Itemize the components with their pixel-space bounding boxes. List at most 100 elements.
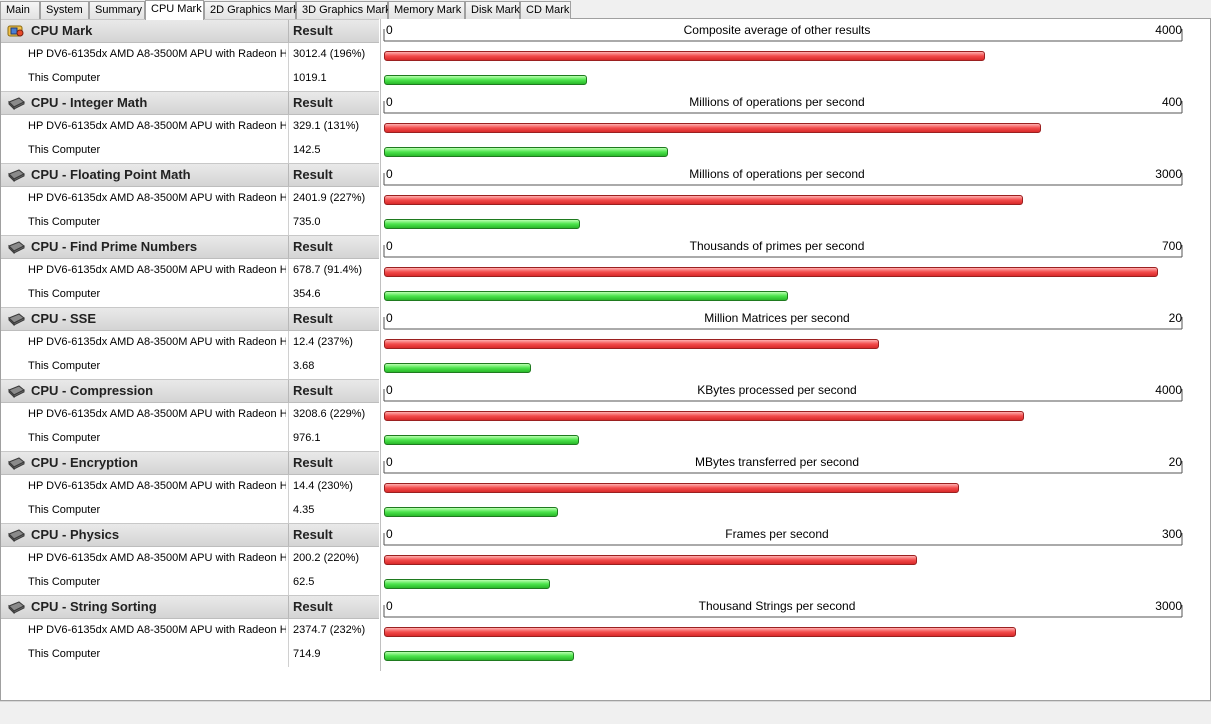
result-row[interactable]: This Computer 3.68 <box>1 355 379 379</box>
section-title: CPU - Compression <box>31 383 154 398</box>
tab-3d-graphics-mark[interactable]: 3D Graphics Mark <box>296 1 391 19</box>
computer-name: HP DV6-6135dx AMD A8-3500M APU with Rade… <box>28 336 286 348</box>
reference-bar <box>384 267 1158 277</box>
tab-cpu-mark[interactable]: CPU Mark <box>145 0 204 20</box>
this-computer-bar <box>384 651 574 661</box>
column-separator <box>288 20 289 42</box>
computer-name: HP DV6-6135dx AMD A8-3500M APU with Rade… <box>28 552 286 564</box>
column-separator <box>288 92 289 114</box>
cpu-chip-icon <box>7 168 25 183</box>
tab-memory-mark[interactable]: Memory Mark <box>388 1 465 19</box>
result-row[interactable]: This Computer 142.5 <box>1 139 379 163</box>
section-title: CPU - Physics <box>31 527 120 542</box>
computer-name: HP DV6-6135dx AMD A8-3500M APU with Rade… <box>28 408 286 420</box>
cpu-chip-icon <box>7 384 25 399</box>
result-value: 354.6 <box>293 288 321 300</box>
result-row[interactable]: HP DV6-6135dx AMD A8-3500M APU with Rade… <box>1 259 379 283</box>
this-computer-bar <box>384 507 558 517</box>
reference-bar <box>384 411 1024 421</box>
reference-bar <box>384 627 1016 637</box>
result-row[interactable]: HP DV6-6135dx AMD A8-3500M APU with Rade… <box>1 115 379 139</box>
computer-name: This Computer <box>28 144 101 156</box>
section-title: CPU - Integer Math <box>31 95 148 110</box>
result-row[interactable]: This Computer 714.9 <box>1 643 379 667</box>
axis-max-label: 3000 <box>1155 167 1182 181</box>
section-header: CPU - Compression Result <box>1 379 379 403</box>
result-value: 735.0 <box>293 216 321 228</box>
reference-bar <box>384 51 985 61</box>
this-computer-bar <box>384 579 550 589</box>
tab-system[interactable]: System <box>40 1 89 19</box>
computer-name: This Computer <box>28 504 101 516</box>
cpu-chip-icon <box>7 528 25 543</box>
computer-name: This Computer <box>28 648 101 660</box>
axis-min-label: 0 <box>386 95 393 109</box>
result-row[interactable]: This Computer 735.0 <box>1 211 379 235</box>
result-value: 2401.9 (227%) <box>293 192 366 204</box>
column-separator <box>288 187 289 211</box>
result-row[interactable]: HP DV6-6135dx AMD A8-3500M APU with Rade… <box>1 43 379 67</box>
tab-disk-mark[interactable]: Disk Mark <box>465 1 520 19</box>
computer-name: HP DV6-6135dx AMD A8-3500M APU with Rade… <box>28 264 286 276</box>
result-value: 3208.6 (229%) <box>293 408 366 420</box>
column-separator <box>288 139 289 163</box>
axis-max-label: 20 <box>1168 455 1182 469</box>
this-computer-bar <box>384 291 788 301</box>
result-row[interactable]: HP DV6-6135dx AMD A8-3500M APU with Rade… <box>1 547 379 571</box>
reference-bar <box>384 555 917 565</box>
result-column-header: Result <box>293 95 333 110</box>
column-separator <box>288 475 289 499</box>
result-value: 142.5 <box>293 144 321 156</box>
this-computer-bar <box>384 363 531 373</box>
result-row[interactable]: This Computer 1019.1 <box>1 67 379 91</box>
result-row[interactable]: This Computer 4.35 <box>1 499 379 523</box>
result-row[interactable]: HP DV6-6135dx AMD A8-3500M APU with Rade… <box>1 619 379 643</box>
tab-cd-mark[interactable]: CD Mark <box>520 1 571 19</box>
computer-name: HP DV6-6135dx AMD A8-3500M APU with Rade… <box>28 120 286 132</box>
computer-name: This Computer <box>28 360 101 372</box>
computer-name: This Computer <box>28 72 101 84</box>
column-separator <box>288 115 289 139</box>
column-separator <box>288 571 289 595</box>
axis-max-label: 3000 <box>1155 599 1182 613</box>
section-title: CPU - String Sorting <box>31 599 157 614</box>
reference-bar <box>384 483 959 493</box>
axis-unit-label: Millions of operations per second <box>689 95 865 109</box>
column-separator <box>288 308 289 330</box>
reference-bar <box>384 123 1041 133</box>
tab-summary[interactable]: Summary <box>89 1 145 19</box>
axis-max-label: 400 <box>1161 95 1182 109</box>
result-value: 2374.7 (232%) <box>293 624 366 636</box>
tab-main[interactable]: Main <box>0 1 40 19</box>
result-column-header: Result <box>293 599 333 614</box>
axis-min-label: 0 <box>386 311 393 325</box>
axis-unit-label: Composite average of other results <box>683 23 871 37</box>
axis-unit-label: Frames per second <box>725 527 829 541</box>
tab-2d-graphics-mark[interactable]: 2D Graphics Mark <box>204 1 299 19</box>
result-row[interactable]: This Computer 354.6 <box>1 283 379 307</box>
axis-min-label: 0 <box>386 239 393 253</box>
column-separator <box>288 164 289 186</box>
section-header: CPU - String Sorting Result <box>1 595 379 619</box>
result-value: 200.2 (220%) <box>293 552 360 564</box>
result-row[interactable]: This Computer 976.1 <box>1 427 379 451</box>
result-value: 329.1 (131%) <box>293 120 360 132</box>
column-separator <box>288 619 289 643</box>
reference-bar <box>384 195 1023 205</box>
axis-unit-label: Millions of operations per second <box>689 167 865 181</box>
result-row[interactable]: HP DV6-6135dx AMD A8-3500M APU with Rade… <box>1 475 379 499</box>
result-row[interactable]: HP DV6-6135dx AMD A8-3500M APU with Rade… <box>1 331 379 355</box>
results-chart: 0 Composite average of other results 400 0 0… <box>382 19 1211 671</box>
result-row[interactable]: HP DV6-6135dx AMD A8-3500M APU with Rade… <box>1 403 379 427</box>
computer-name: This Computer <box>28 216 101 228</box>
cpu-mark-icon <box>7 24 25 38</box>
cpu-mark-panel: CPU Mark Result HP DV6-6135dx AMD A8-3500M… <box>0 19 1211 701</box>
axis-min-label: 0 <box>386 455 393 469</box>
column-separator <box>288 524 289 546</box>
result-value: 4.35 <box>293 504 315 516</box>
result-row[interactable]: This Computer 62.5 <box>1 571 379 595</box>
cpu-chip-icon <box>7 456 25 471</box>
result-row[interactable]: HP DV6-6135dx AMD A8-3500M APU with Rade… <box>1 187 379 211</box>
result-value: 12.4 (237%) <box>293 336 353 348</box>
result-column-header: Result <box>293 23 333 38</box>
